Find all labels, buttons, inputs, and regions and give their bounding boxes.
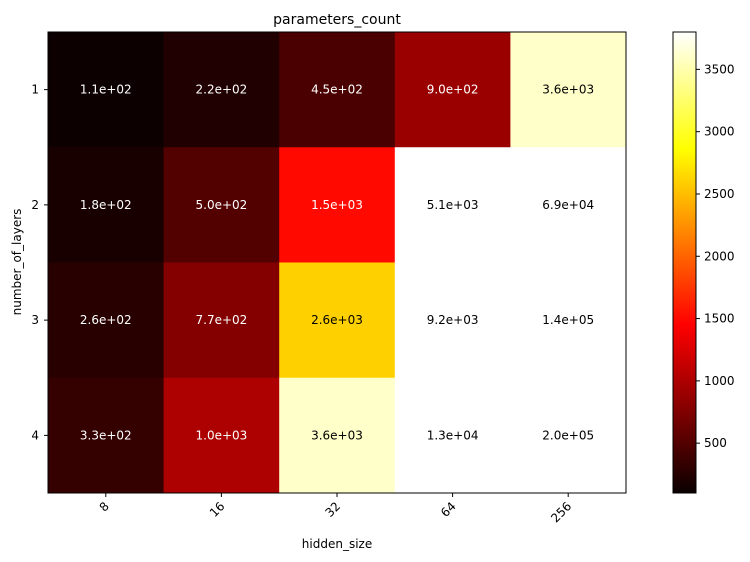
x-tick-label: 64: [438, 499, 459, 520]
y-tick-label: 4: [31, 428, 39, 442]
cell-value-label: 3.6e+03: [542, 83, 594, 97]
x-axis-label: hidden_size: [302, 537, 372, 551]
y-tick-label: 1: [31, 83, 39, 97]
colorbar-tick-label: 2500: [704, 187, 735, 201]
cell-value-label: 3.6e+03: [311, 428, 363, 442]
chart-title: parameters_count: [273, 12, 401, 28]
cell-value-label: 7.7e+02: [196, 313, 248, 327]
cell-value-label: 1.8e+02: [80, 198, 132, 212]
cell-value-label: 1.3e+04: [427, 428, 479, 442]
heatmap-cell: [394, 262, 511, 379]
colorbar-tick-label: 500: [704, 436, 727, 450]
x-tick-label: 16: [207, 499, 228, 520]
heatmap-cell: [48, 32, 165, 148]
heatmap-cell: [510, 377, 627, 494]
cell-value-label: 2.0e+05: [542, 428, 594, 442]
heatmap-cell: [279, 147, 396, 263]
heatmap-cell: [279, 32, 396, 148]
y-axis-ticks: 1 2 3 4: [31, 83, 48, 442]
colorbar-ticks: 500 1000 1500 2000 2500 3000 3500: [696, 62, 735, 450]
heatmap-cell-labels: 1.1e+02 2.2e+02 4.5e+02 9.0e+02 3.6e+03 1.8e+…: [80, 83, 594, 443]
heatmap-cell: [48, 377, 165, 494]
colorbar-tick-label: 2000: [704, 249, 735, 263]
heatmap-cell: [394, 32, 511, 148]
x-tick-label: 256: [548, 499, 574, 525]
heatmap-cell: [394, 377, 511, 494]
cell-value-label: 1.0e+03: [196, 428, 248, 442]
cell-value-label: 4.5e+02: [311, 83, 363, 97]
y-tick-label: 2: [31, 198, 39, 212]
cell-value-label: 3.3e+02: [80, 428, 132, 442]
heatmap-cell: [510, 262, 627, 379]
colorbar: [672, 31, 697, 494]
heatmap-cell: [163, 32, 280, 148]
colorbar-tick-label: 3500: [704, 62, 735, 76]
y-axis-label: number_of_layers: [10, 209, 24, 316]
heatmap-cell: [394, 147, 511, 263]
colorbar-tick-label: 3000: [704, 125, 735, 139]
x-axis-ticks: 8 16 32 64 256: [97, 493, 574, 525]
cell-value-label: 1.1e+02: [80, 83, 132, 97]
heatmap-cell: [48, 147, 165, 263]
y-tick-label: 3: [31, 313, 39, 327]
colorbar-tick-label: 1500: [704, 312, 735, 326]
cell-value-label: 9.2e+03: [427, 313, 479, 327]
heatmap-cell: [163, 262, 280, 379]
heatmap-cell: [163, 377, 280, 494]
heatmap-cell: [279, 377, 396, 494]
heatmap-cell: [163, 147, 280, 263]
heatmap-cell: [510, 147, 627, 263]
cell-value-label: 9.0e+02: [427, 83, 479, 97]
cell-value-label: 2.2e+02: [196, 83, 248, 97]
cell-value-label: 1.5e+03: [311, 198, 363, 212]
heatmap-cells: [48, 32, 627, 494]
colorbar-tick-label: 1000: [704, 374, 735, 388]
cell-value-label: 2.6e+03: [311, 313, 363, 327]
heatmap-cell: [510, 32, 627, 148]
heatmap-cell: [48, 262, 165, 379]
x-tick-label: 8: [97, 499, 112, 514]
cell-value-label: 5.0e+02: [196, 198, 248, 212]
x-tick-label: 32: [322, 499, 343, 520]
cell-value-label: 5.1e+03: [427, 198, 479, 212]
heatmap-cell: [279, 262, 396, 379]
cell-value-label: 2.6e+02: [80, 313, 132, 327]
cell-value-label: 1.4e+05: [542, 313, 594, 327]
cell-value-label: 6.9e+04: [542, 198, 594, 212]
